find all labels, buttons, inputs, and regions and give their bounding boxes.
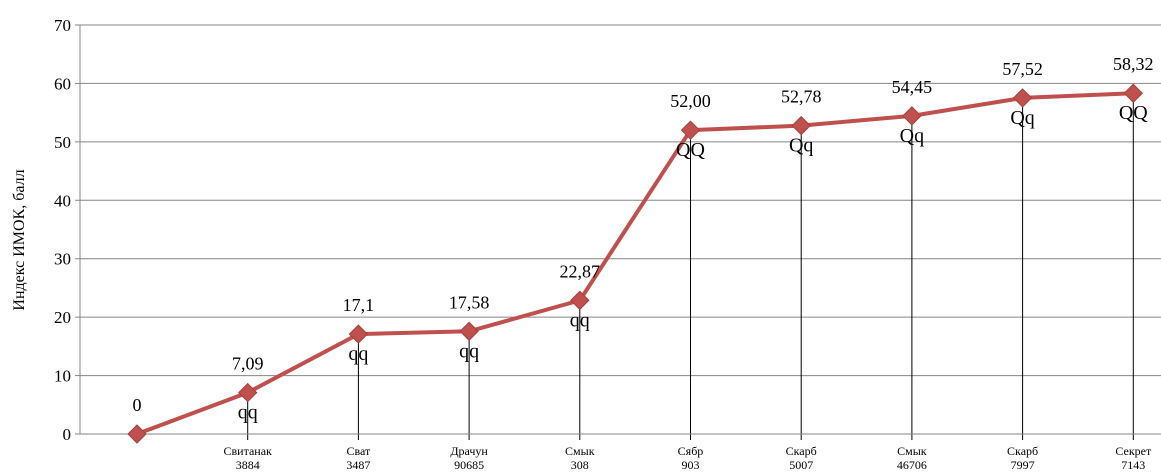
y-tick-label: 10 bbox=[54, 367, 71, 386]
y-axis-label: Индекс ИМОК, балл bbox=[11, 169, 28, 310]
y-tick-label: 40 bbox=[54, 191, 71, 210]
x-tick-sublabel: 5007 bbox=[789, 458, 813, 472]
series-line bbox=[136, 91, 1134, 436]
diamond-marker bbox=[459, 321, 479, 341]
x-tick-sublabel: 308 bbox=[571, 458, 589, 472]
y-tick-label: 60 bbox=[54, 74, 71, 93]
data-label: 52,00 bbox=[670, 91, 711, 111]
x-tick-label: Смык bbox=[565, 444, 595, 458]
data-label: 17,58 bbox=[449, 292, 490, 312]
diamond-marker bbox=[902, 106, 922, 126]
y-tick-label: 0 bbox=[63, 425, 72, 444]
group-label: qq bbox=[238, 402, 258, 424]
diamond-marker bbox=[1012, 88, 1033, 108]
x-tick-sublabel: 903 bbox=[682, 458, 700, 472]
drop-lines bbox=[247, 93, 1134, 440]
x-tick-label: Секрет bbox=[1115, 444, 1152, 458]
diamond-marker bbox=[348, 324, 369, 344]
series-markers bbox=[127, 83, 1144, 444]
data-label: 0 bbox=[133, 395, 142, 415]
y-tick-label: 70 bbox=[54, 16, 71, 35]
y-tick-label: 50 bbox=[54, 133, 71, 152]
x-tick-labels: Свитанак3884Сват3487Драчун90685Смык308Ся… bbox=[224, 444, 1152, 472]
group-label: qq bbox=[570, 309, 590, 331]
x-tick-sublabel: 7143 bbox=[1121, 458, 1145, 472]
group-label: Qq bbox=[900, 125, 924, 147]
data-label: 17,1 bbox=[343, 295, 375, 315]
x-tick-label: Скарб bbox=[786, 444, 817, 458]
group-label: QQ bbox=[676, 139, 705, 161]
x-tick-label: Смык bbox=[897, 444, 927, 458]
diamond-marker bbox=[570, 290, 590, 311]
gridlines bbox=[80, 24, 1161, 435]
x-tick-label: Сябр bbox=[678, 444, 704, 458]
group-label: qq bbox=[459, 340, 479, 362]
data-label: 57,52 bbox=[1002, 59, 1043, 79]
data-label: 7,09 bbox=[232, 354, 264, 374]
data-label: 58,32 bbox=[1113, 54, 1154, 74]
x-tick-sublabel: 46706 bbox=[897, 458, 927, 472]
x-tick-label: Скарб bbox=[1007, 444, 1038, 458]
diamond-marker bbox=[680, 120, 701, 140]
data-labels: 0 7,09 17,1 17,58 22,87 52,00 52,78 54,45 57,52 5… bbox=[133, 54, 1154, 415]
x-tick-sublabel: 7997 bbox=[1011, 458, 1035, 472]
x-tick-sublabel: 90685 bbox=[454, 458, 484, 472]
diamond-marker bbox=[127, 424, 147, 444]
x-tick-label: Драчун bbox=[450, 444, 488, 458]
x-tick-label: Сват bbox=[347, 444, 372, 458]
group-label: Qq bbox=[789, 135, 813, 157]
group-label: qq bbox=[348, 343, 368, 365]
x-tick-sublabel: 3884 bbox=[236, 458, 260, 472]
x-tick-sublabel: 3487 bbox=[346, 458, 370, 472]
data-label: 22,87 bbox=[560, 261, 601, 281]
diamond-marker bbox=[791, 115, 811, 136]
diamond-marker bbox=[237, 382, 258, 403]
x-tick-label: Свитанак bbox=[224, 444, 273, 458]
y-tick-labels: 0 10 20 30 40 50 60 70 bbox=[54, 16, 71, 444]
y-tick-label: 20 bbox=[54, 308, 71, 327]
group-label: Qq bbox=[1010, 107, 1034, 129]
data-label: 54,45 bbox=[892, 77, 933, 97]
series-polyline bbox=[136, 91, 1134, 436]
group-label: QQ bbox=[1119, 102, 1148, 124]
data-label: 52,78 bbox=[781, 87, 822, 107]
axes bbox=[75, 24, 1161, 435]
diamond-marker bbox=[1123, 83, 1144, 103]
group-labels: qq qq qq qq QQ Qq Qq Qq QQ bbox=[238, 102, 1149, 423]
y-tick-label: 30 bbox=[54, 250, 71, 269]
